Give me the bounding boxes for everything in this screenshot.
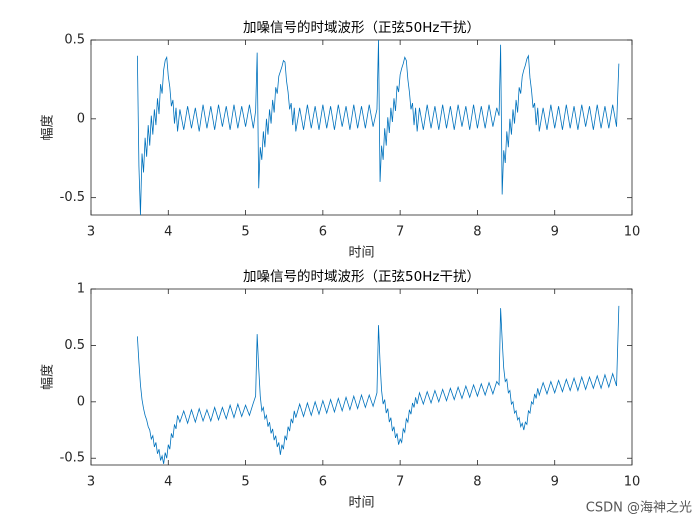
x-tick-label: 9 bbox=[551, 475, 559, 490]
x-tick-label: 7 bbox=[396, 475, 404, 490]
axes-box bbox=[90, 39, 633, 216]
x-tick-label: 8 bbox=[473, 225, 481, 240]
watermark: CSDN @海神之光 bbox=[586, 501, 692, 516]
y-tick-label: -0.5 bbox=[60, 190, 85, 205]
y-tick-label: 0.5 bbox=[64, 33, 85, 48]
subplot: 3 4 5 6 7 8 9 10 -0.5 0 0.5 1 加噪信号的时域波形（正弦50Hz干扰） 时间 幅… bbox=[40, 269, 641, 511]
x-tick-label: 6 bbox=[319, 475, 327, 490]
x-axis-label: 时间 bbox=[348, 496, 374, 511]
x-tick-label: 4 bbox=[164, 475, 172, 490]
x-tick-label: 3 bbox=[87, 225, 95, 240]
x-tick-label: 7 bbox=[396, 225, 404, 240]
chart-title: 加噪信号的时域波形（正弦50Hz干扰） bbox=[243, 20, 480, 36]
y-tick-label: 0 bbox=[77, 111, 85, 126]
signal-line bbox=[136, 40, 620, 215]
x-tick-label: 10 bbox=[624, 475, 641, 490]
signal-line bbox=[136, 305, 620, 464]
x-axis-label: 时间 bbox=[348, 246, 374, 261]
y-tick-label: 1 bbox=[77, 282, 85, 297]
y-tick-label: 0.5 bbox=[64, 338, 85, 353]
chart-title: 加噪信号的时域波形（正弦50Hz干扰） bbox=[243, 269, 480, 285]
x-tick-label: 3 bbox=[87, 475, 95, 490]
x-tick-label: 4 bbox=[164, 225, 172, 240]
axes-box bbox=[90, 288, 633, 466]
x-tick-label: 9 bbox=[551, 225, 559, 240]
x-tick-label: 5 bbox=[241, 475, 249, 490]
x-tick-label: 10 bbox=[624, 225, 641, 240]
y-axis-label: 幅度 bbox=[40, 114, 56, 140]
x-tick-label: 8 bbox=[473, 475, 481, 490]
x-tick-label: 6 bbox=[319, 225, 327, 240]
y-tick-label: 0 bbox=[77, 394, 85, 409]
y-tick-label: -0.5 bbox=[60, 451, 85, 466]
subplot: 3 4 5 6 7 8 9 10 -0.5 0 0.5 加噪信号的时域波形（正弦50Hz干扰） 时间 幅度 bbox=[40, 20, 641, 261]
y-axis-label: 幅度 bbox=[40, 364, 56, 390]
x-tick-label: 5 bbox=[241, 225, 249, 240]
